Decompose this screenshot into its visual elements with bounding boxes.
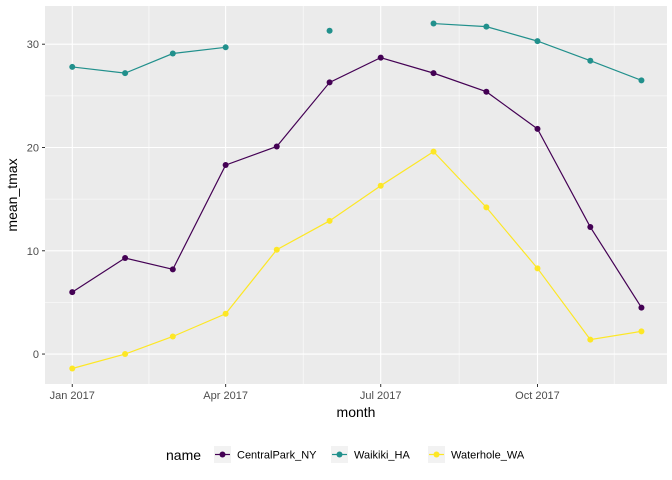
data-point <box>169 50 176 57</box>
data-point <box>587 336 594 343</box>
data-point <box>377 54 384 61</box>
data-point <box>587 224 594 231</box>
y-axis-title: mean_tmax <box>4 158 20 231</box>
data-point <box>326 27 333 34</box>
data-point <box>534 265 541 272</box>
data-point <box>169 333 176 340</box>
legend: name CentralPark_NY Waikiki_HA Waterhole_W… <box>166 446 525 463</box>
minor-gridlines <box>45 6 667 384</box>
y-tick-label: 30 <box>27 39 39 51</box>
x-tick-label: Apr 2017 <box>203 390 248 402</box>
data-point <box>483 204 490 211</box>
data-point <box>222 44 229 51</box>
data-point <box>587 57 594 64</box>
y-tick-label: 0 <box>33 349 39 361</box>
x-tick-label: Oct 2017 <box>515 390 560 402</box>
data-point <box>326 217 333 224</box>
series-line <box>72 46 226 74</box>
data-point <box>483 88 490 95</box>
legend-label-waikiki-ha: Waikiki_HA <box>354 450 410 462</box>
series-waikiki-ha <box>69 20 645 84</box>
x-tick-label: Jan 2017 <box>50 390 95 402</box>
major-gridlines <box>45 6 667 384</box>
legend-title: name <box>166 447 201 463</box>
data-point <box>534 125 541 132</box>
data-point <box>638 77 645 84</box>
data-point <box>430 70 437 77</box>
data-point <box>273 246 280 253</box>
data-point <box>483 23 490 30</box>
data-point <box>122 70 129 77</box>
legend-label-centralpark-ny: CentralPark_NY <box>237 450 317 462</box>
legend-key-point <box>219 451 226 458</box>
data-point <box>122 351 129 358</box>
legend-key-point <box>336 451 343 458</box>
data-point <box>377 182 384 189</box>
series-line <box>72 150 642 370</box>
data-point <box>69 365 76 372</box>
data-point <box>534 38 541 45</box>
data-point <box>69 289 76 296</box>
x-tick-label: Jul 2017 <box>360 390 402 402</box>
data-point <box>69 63 76 70</box>
data-point <box>122 255 129 261</box>
y-axis: 0 10 20 30 <box>27 39 45 361</box>
data-point <box>326 79 333 86</box>
x-axis-title: month <box>337 404 376 420</box>
data-point <box>273 143 280 150</box>
y-tick-label: 10 <box>27 246 39 258</box>
data-point <box>169 266 176 273</box>
x-axis: Jan 2017 Apr 2017 Jul 2017 Oct 2017 <box>50 384 560 402</box>
data-point <box>222 162 229 169</box>
series-line <box>71 56 642 308</box>
y-tick-label: 20 <box>27 142 39 154</box>
legend-key-point <box>433 451 440 458</box>
legend-label-waterhole-wa: Waterhole_WA <box>451 450 525 462</box>
series-layer <box>69 20 645 372</box>
data-point <box>638 328 645 335</box>
data-point <box>638 304 645 311</box>
data-point <box>430 148 437 155</box>
data-point <box>430 20 437 27</box>
series-waterhole-wa <box>69 148 645 372</box>
data-point <box>222 310 229 317</box>
series-centralpark-ny <box>69 54 645 311</box>
